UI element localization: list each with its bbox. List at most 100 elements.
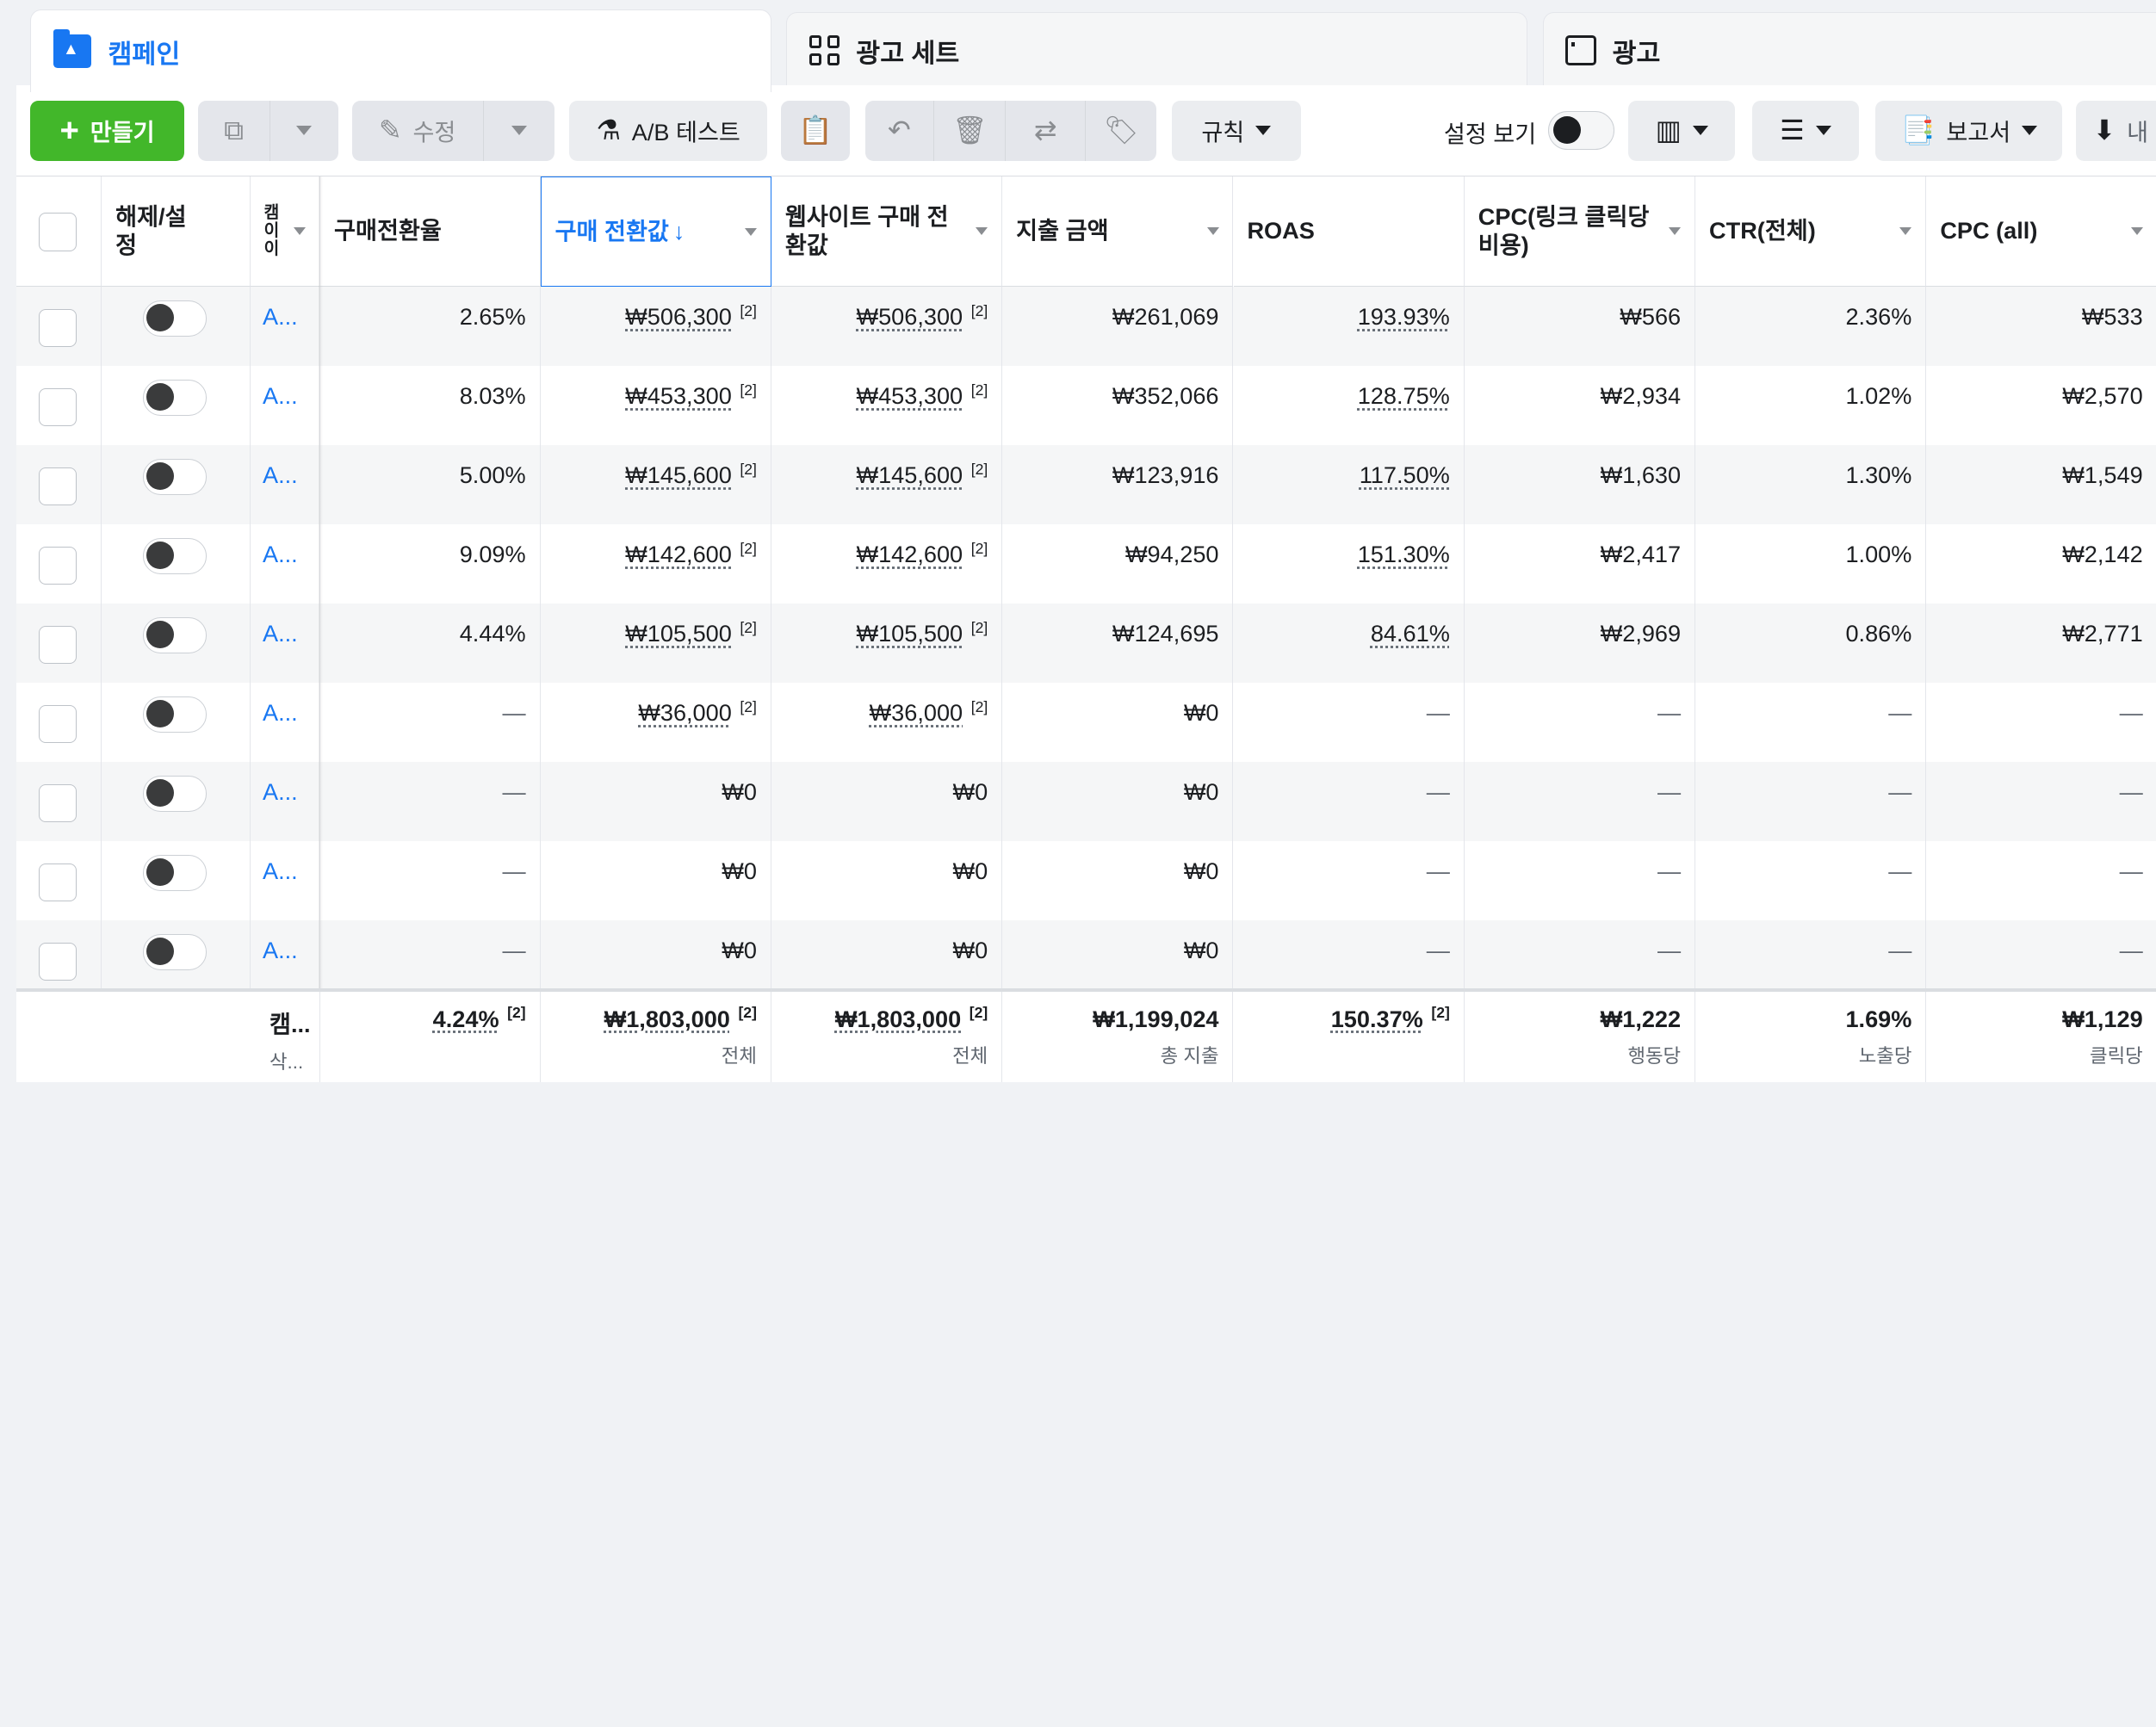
table-row[interactable]: A... 8.03% ₩453,300 [2] ₩453,300 [2] ₩352,066 1… (16, 366, 2156, 446)
columns-button[interactable]: ▥ (1627, 100, 1736, 161)
tab-campaigns[interactable]: 캠페인 (30, 9, 771, 92)
campaign-on-off-toggle[interactable] (143, 617, 207, 653)
cell-spend: ₩94,250 (1002, 524, 1234, 604)
campaign-on-off-toggle[interactable] (143, 776, 207, 812)
campaign-on-off-toggle[interactable] (143, 459, 207, 495)
create-button[interactable]: + 만들기 (30, 100, 184, 161)
campaign-name-link[interactable]: A... (263, 778, 298, 806)
campaign-name-link[interactable]: A... (263, 937, 298, 964)
tab-campaigns-label: 캠페인 (108, 40, 181, 69)
row-checkbox[interactable] (38, 308, 77, 348)
table-row[interactable]: A... 5.00% ₩145,600 [2] ₩145,600 [2] ₩123,916 1… (16, 445, 2156, 525)
row-checkbox[interactable] (38, 783, 77, 823)
tab-ad-sets[interactable]: 광고 세트 (786, 12, 1528, 89)
edit-button[interactable]: ✎ 수정 (351, 100, 483, 161)
header-cpc-all[interactable]: CPC (all) (1926, 176, 2156, 288)
tag-button[interactable]: 🏷 (1085, 100, 1157, 161)
row-checkbox[interactable] (38, 387, 77, 427)
row-select-cell (16, 604, 102, 684)
export-button-label: 내 (2127, 119, 2149, 146)
cell-value: 151.30% (1357, 541, 1450, 568)
table-row[interactable]: A... 2.65% ₩506,300 [2] ₩506,300 [2] ₩261,069 1… (16, 287, 2156, 367)
header-roas-label: ROAS (1247, 217, 1315, 245)
header-ctr[interactable]: CTR(전체) (1695, 176, 1927, 288)
cell-value: ₩566 (1620, 303, 1682, 331)
table-row[interactable]: A... 4.44% ₩105,500 [2] ₩105,500 [2] ₩124,695 8… (16, 604, 2156, 684)
table-row[interactable]: A... — ₩0 ₩0 ₩0 — — — — (16, 920, 2156, 1000)
row-checkbox[interactable] (38, 546, 77, 585)
header-cvr[interactable]: 구매전환율 (320, 176, 541, 288)
row-checkbox[interactable] (38, 704, 77, 744)
row-checkbox[interactable] (38, 942, 77, 981)
campaign-name-link[interactable]: A... (263, 461, 298, 489)
cell-web-purchase-value: ₩453,300 [2] (771, 366, 1003, 446)
cell-cvr: — (320, 683, 541, 763)
table-row[interactable]: A... — ₩0 ₩0 ₩0 — — — — (16, 762, 2156, 842)
cell-value: ₩533 (2081, 303, 2143, 331)
totals-spend-value: ₩1,199,024 (1093, 1005, 1219, 1032)
cell-value: ₩123,916 (1112, 461, 1219, 489)
view-setup-toggle[interactable] (1548, 111, 1614, 151)
row-checkbox[interactable] (38, 625, 77, 665)
header-purchase-value[interactable]: 구매 전환값 ↓ (540, 176, 771, 288)
cell-spend: ₩124,695 (1002, 604, 1234, 684)
table-row[interactable]: A... — ₩36,000 [2] ₩36,000 [2] ₩0 — — — — (16, 683, 2156, 763)
cell-value: ₩94,250 (1124, 541, 1219, 568)
reports-button-label: 보고서 (1946, 119, 2011, 146)
campaign-name-link[interactable]: A... (263, 382, 298, 410)
campaign-on-off-toggle[interactable] (143, 380, 207, 416)
cell-value: ₩453,300 (625, 382, 732, 410)
undo-button[interactable]: ↶ (864, 100, 934, 161)
cell-cvr: — (320, 762, 541, 842)
campaign-name-link[interactable]: A... (263, 857, 298, 885)
reports-button[interactable]: 📑 보고서 (1875, 100, 2063, 161)
table-row[interactable]: A... — ₩0 ₩0 ₩0 — — — — (16, 841, 2156, 921)
row-toggle-cell (102, 287, 251, 367)
header-spend[interactable]: 지출 금액 (1002, 176, 1234, 288)
header-web-purchase-value[interactable]: 웹사이트 구매 전 환값 (771, 176, 1003, 288)
cell-value: ₩36,000 (638, 699, 732, 727)
edit-dropdown[interactable] (482, 100, 554, 161)
tab-ads[interactable]: 광고 (1542, 12, 2156, 89)
ab-test-button[interactable]: ⚗ A/B 테스트 (569, 100, 768, 161)
tab-ad-sets-label: 광고 세트 (856, 39, 960, 68)
header-toggle[interactable]: 해제/설 정 (102, 176, 251, 288)
campaign-on-off-toggle[interactable] (143, 300, 207, 337)
duplicate-button[interactable]: ⧉ (197, 100, 270, 161)
export-button[interactable]: ⬇ 내 (2076, 100, 2156, 161)
undo-icon: ↶ (888, 114, 911, 145)
campaign-on-off-toggle[interactable] (143, 855, 207, 891)
delete-button[interactable]: 🗑 (933, 100, 1006, 161)
header-cpc-link[interactable]: CPC(링크 클릭당 비용) (1464, 176, 1696, 288)
select-all-checkbox[interactable] (38, 212, 77, 251)
campaign-name-link[interactable]: A... (263, 699, 298, 727)
chevron-down-icon (1206, 227, 1219, 235)
cell-value: ₩2,771 (2062, 620, 2143, 647)
row-checkbox[interactable] (38, 467, 77, 506)
header-campaign-name[interactable]: 캠 이 이 (250, 176, 321, 288)
campaign-name-link[interactable]: A... (263, 303, 298, 331)
campaign-on-off-toggle[interactable] (143, 538, 207, 574)
row-checkbox[interactable] (38, 863, 77, 902)
duplicate-dropdown[interactable] (270, 100, 338, 161)
campaign-on-off-toggle[interactable] (143, 934, 207, 970)
campaign-name-link[interactable]: A... (263, 541, 298, 568)
cell-roas: — (1234, 762, 1465, 842)
row-name-cell (251, 287, 321, 367)
cell-value: ₩0 (1183, 778, 1219, 806)
cell-value: ₩352,066 (1112, 382, 1219, 410)
campaign-on-off-toggle[interactable] (143, 696, 207, 733)
breakdown-button[interactable]: ☰ (1751, 100, 1860, 161)
chevron-down-icon (1255, 126, 1272, 136)
campaign-name-link[interactable]: A... (263, 620, 298, 647)
rules-button[interactable]: 규칙 (1171, 100, 1301, 161)
compare-button[interactable]: ⇄ (1005, 100, 1086, 161)
header-roas[interactable]: ROAS (1233, 176, 1465, 288)
totals-ctr: 1.69% 노출당 (1695, 991, 1927, 1082)
cell-spend: ₩0 (1002, 920, 1234, 1000)
table-row[interactable]: A... 9.09% ₩142,600 [2] ₩142,600 [2] ₩94,250 15… (16, 524, 2156, 604)
cell-roas: 151.30% (1234, 524, 1465, 604)
cell-ctr: 1.00% (1695, 524, 1927, 604)
totals-cpc-link: ₩1,222 행동당 (1465, 991, 1696, 1082)
clipboard-button[interactable]: 📋 (781, 100, 850, 161)
